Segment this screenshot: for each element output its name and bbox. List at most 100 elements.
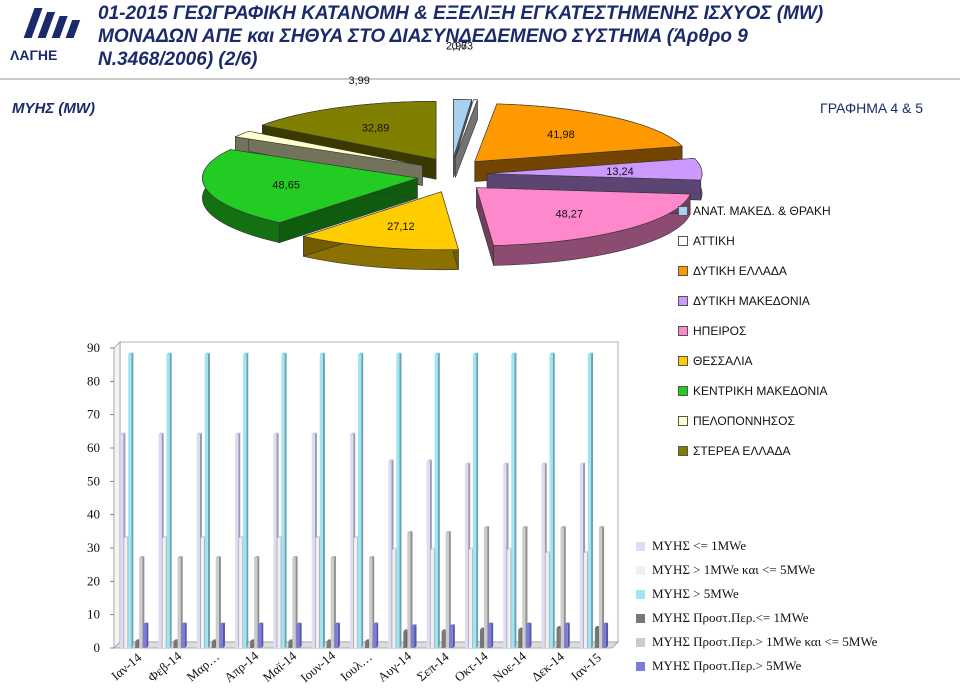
bar-4-5: [296, 622, 302, 648]
bar-7-5: [411, 624, 417, 648]
bar-side: [222, 622, 225, 648]
bar-face: [177, 558, 181, 648]
pie-legend-item: ΗΠΕΙΡΟΣ: [678, 316, 831, 346]
bar-top: [173, 639, 179, 642]
pie-label: 27,12: [387, 221, 415, 233]
bar-top: [181, 622, 187, 625]
bar-10-4: [522, 526, 528, 648]
title-line-1: 01-2015 ΓΕΩΓΡΑΦΙΚΗ ΚΑΤΑΝΟΜΗ & ΕΞΕΛΙΞΗ ΕΓ…: [98, 3, 824, 24]
bar-top: [518, 627, 524, 630]
bar-face: [403, 631, 407, 648]
bar-side: [491, 622, 494, 648]
y-tick-label: 60: [87, 440, 100, 455]
legend-swatch: [678, 356, 688, 366]
bar-face: [354, 538, 358, 648]
bar-face: [254, 558, 258, 648]
bar-top: [158, 432, 164, 435]
pie-slice-top: [261, 101, 437, 160]
bar-top: [330, 556, 336, 558]
bar-face: [434, 354, 438, 648]
bar-top: [350, 432, 356, 435]
bar-face: [507, 549, 511, 648]
bar-top: [319, 352, 325, 355]
bar-side: [322, 352, 325, 648]
bar-top: [441, 629, 447, 632]
x-tick-label: Ιαν-15: [568, 650, 604, 684]
bar-top: [560, 526, 566, 528]
bar-legend: ΜΥΗΣ <= 1MWe ΜΥΗΣ > 1MWe και <= 5MWe ΜΥΗΣ …: [636, 534, 877, 678]
bar-face: [273, 434, 277, 648]
bar-face: [292, 558, 296, 648]
bar-face: [556, 628, 560, 648]
pie-slice-top: [474, 103, 683, 162]
legend-swatch: [636, 541, 645, 551]
pie-legend-item: ΑΝΑΤ. ΜΑΚΕΔ. & ΘΡΑΚΗ: [678, 196, 831, 226]
bar-side: [602, 526, 605, 648]
bar-2-2: [204, 352, 210, 648]
bar-legend-item: ΜΥΗΣ <= 1MWe: [636, 534, 877, 558]
bar-face: [365, 641, 369, 648]
bar-top: [426, 459, 432, 462]
pie-legend-item: ΑΤΤΙΚΗ: [678, 226, 831, 256]
bar-face: [124, 538, 128, 648]
bar-top: [541, 462, 547, 465]
pie-legend-item: ΘΕΣΣΑΛΙΑ: [678, 346, 831, 376]
bar-face: [162, 538, 166, 648]
bar-side: [207, 352, 210, 648]
bar-side: [246, 352, 249, 648]
bar-side: [552, 352, 555, 648]
legend-label: ΚΕΝΤΡΙΚΗ ΜΑΚΕΔΟΝΙΑ: [693, 384, 828, 398]
bar-face: [522, 528, 526, 648]
bar-top: [522, 526, 528, 528]
bar-face: [441, 631, 445, 648]
bar-top: [526, 622, 532, 625]
bar-side: [448, 531, 451, 648]
bar-face: [215, 558, 219, 648]
y-tick-label: 30: [87, 540, 100, 555]
bar-top: [315, 536, 321, 538]
bar-top: [239, 536, 245, 538]
legend-label: ΣΤΕΡΕΑ ΕΛΛΑΔΑ: [693, 444, 791, 458]
bar-7-4: [407, 531, 413, 648]
bar-legend-item: ΜΥΗΣ Προστ.Περ.<= 1MWe: [636, 606, 877, 630]
bar-face: [518, 629, 522, 648]
legend-label: ΜΥΗΣ > 5MWe: [652, 586, 739, 601]
legend-label: ΜΥΗΣ Προστ.Περ.<= 1MWe: [652, 610, 809, 625]
bar-face: [369, 558, 373, 648]
bar-side: [452, 624, 455, 648]
bar-face: [411, 626, 415, 648]
bar-legend-item: ΜΥΗΣ Προστ.Περ.> 5MWe: [636, 654, 877, 678]
pie-legend-item: ΣΤΕΡΕΑ ΕΛΛΑΔΑ: [678, 436, 831, 466]
x-tick-label: Οκτ-14: [451, 648, 491, 685]
bar-top: [311, 432, 317, 435]
bar-legend-item: ΜΥΗΣ Προστ.Περ.> 1MWe και <= 5MWe: [636, 630, 877, 654]
bar-11-2: [549, 352, 555, 648]
bar-top: [434, 352, 440, 355]
bar-side: [414, 624, 417, 648]
bar-top: [598, 526, 605, 528]
bar-top: [277, 536, 283, 538]
bar-top: [204, 352, 210, 355]
bar-top: [449, 624, 455, 627]
bar-top: [250, 639, 256, 642]
bar-top: [196, 432, 202, 435]
bar-face: [479, 629, 484, 648]
bar-top: [139, 556, 145, 558]
x-tick-label: Αυγ-14: [375, 648, 415, 685]
page-title: 01-2015 ΓΕΩΓΡΑΦΙΚΗ ΚΑΤΑΝΟΜΗ & ΕΞΕΛΙΞΗ ΕΓ…: [98, 2, 948, 71]
bar-top: [281, 352, 287, 355]
pie-slice-4: [476, 187, 691, 266]
pie-label: 32,89: [362, 122, 390, 134]
pie-slice-top: [455, 99, 478, 158]
legend-swatch: [678, 206, 688, 216]
bar-top: [128, 352, 134, 355]
bar-top: [594, 626, 601, 628]
bar-face: [120, 434, 124, 648]
bar-face: [445, 533, 449, 648]
bar-top: [579, 462, 586, 465]
bar-face: [526, 624, 530, 648]
legend-swatch: [636, 637, 645, 647]
bar-side: [146, 622, 149, 648]
bar-top: [177, 556, 183, 558]
